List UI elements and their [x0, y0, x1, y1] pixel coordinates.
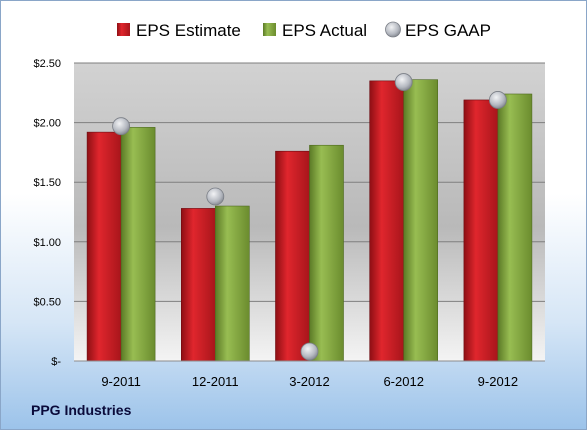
legend-swatch [385, 21, 401, 38]
marker-eps-gaap [394, 73, 413, 91]
x-tick-label: 3-2012 [289, 374, 329, 389]
y-tick-label: $2.00 [33, 118, 61, 130]
bar-eps-actual [403, 79, 439, 362]
y-axis: $- $0.50 $1.00 $1.50 $2.00 $2.50 [33, 58, 61, 368]
marker-eps-gaap [488, 91, 507, 109]
bar-eps-estimate [463, 99, 499, 362]
y-tick-label: $1.50 [33, 177, 61, 189]
x-tick-label: 12-2011 [192, 374, 239, 389]
marker-eps-gaap [112, 117, 130, 136]
legend-label: EPS Estimate [136, 21, 241, 40]
company-name: PPG Industries [31, 402, 132, 418]
gaap-markers [112, 73, 507, 361]
bar-eps-actual [309, 144, 344, 362]
legend-swatch [117, 23, 130, 36]
marker-eps-gaap [300, 342, 319, 361]
legend: EPS Estimate EPS Actual EPS GAAP [117, 21, 491, 40]
legend-label: EPS GAAP [405, 21, 491, 40]
y-tick-label: $2.50 [33, 58, 61, 70]
marker-eps-gaap [206, 187, 225, 206]
bar-eps-estimate [181, 208, 216, 362]
bar-eps-actual [497, 93, 533, 362]
x-tick-label: 9-2012 [478, 374, 518, 389]
bars [86, 79, 533, 362]
y-tick-label: $1.00 [33, 237, 61, 249]
bar-eps-estimate [369, 80, 405, 362]
y-tick-label: $0.50 [33, 296, 61, 308]
bar-eps-estimate [86, 131, 122, 362]
legend-swatch [263, 23, 276, 36]
x-axis: 9-2011 12-2011 3-2012 6-2012 9-2012 [74, 360, 545, 389]
y-tick-label: $- [51, 356, 61, 368]
bar-eps-estimate [275, 150, 310, 362]
bar-eps-actual [120, 127, 156, 362]
bar-eps-actual [215, 205, 250, 362]
x-tick-label: 6-2012 [383, 374, 423, 389]
legend-label: EPS Actual [282, 21, 367, 40]
x-tick-label: 9-2011 [101, 374, 141, 389]
